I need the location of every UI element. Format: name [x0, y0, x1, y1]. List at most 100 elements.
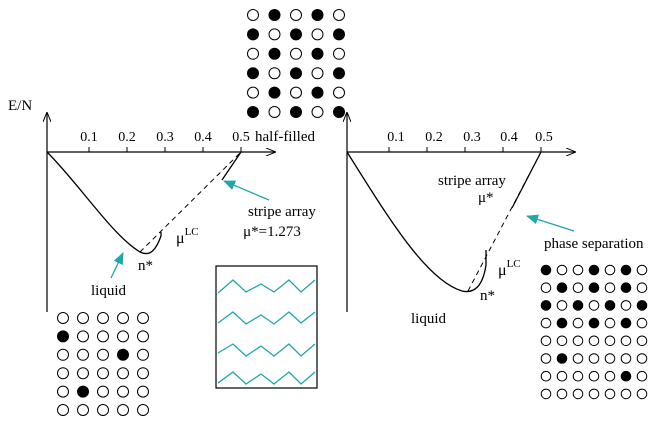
empty-site	[604, 264, 616, 276]
empty-site	[137, 367, 149, 380]
left-tick-label: 0.2	[118, 130, 136, 145]
empty-site	[572, 353, 584, 364]
empty-site	[604, 282, 616, 294]
empty-site	[572, 282, 584, 294]
occupied-site	[620, 282, 632, 294]
empty-site	[588, 300, 600, 311]
phase-separation-lattice	[540, 264, 648, 400]
left-n-star-label: n*	[138, 258, 153, 274]
empty-site	[97, 330, 109, 343]
empty-site	[604, 388, 616, 400]
empty-site	[57, 367, 69, 380]
right-tick-label: 0.3	[463, 130, 481, 145]
half-filled-checkerboard-lattice	[247, 9, 345, 118]
empty-site	[77, 367, 89, 380]
right-tick-label: 0.4	[500, 130, 518, 145]
occupied-site	[77, 385, 89, 398]
left-tick-label: 0.4	[194, 130, 212, 145]
left-tick-label: 0.1	[80, 130, 98, 145]
empty-site	[247, 9, 259, 21]
empty-site	[97, 385, 109, 398]
left-stripe-mu-label: μ*=1.273	[243, 224, 301, 240]
empty-site	[333, 9, 345, 21]
empty-site	[117, 404, 129, 416]
occupied-site	[311, 86, 324, 99]
left-stripe-segment	[221, 151, 242, 181]
occupied-site	[620, 317, 632, 329]
occupied-site	[311, 47, 324, 60]
empty-site	[268, 106, 281, 118]
empty-site	[137, 330, 149, 343]
empty-site	[604, 317, 616, 329]
empty-site	[117, 330, 129, 343]
empty-site	[77, 312, 89, 324]
occupied-site	[333, 106, 345, 118]
empty-site	[620, 300, 632, 311]
occupied-site	[268, 86, 281, 99]
empty-site	[311, 28, 324, 41]
empty-site	[556, 264, 568, 276]
empty-site	[636, 370, 648, 382]
empty-site	[333, 86, 345, 99]
right-stripe-segment	[511, 151, 542, 209]
occupied-site	[620, 370, 632, 382]
empty-site	[77, 330, 89, 343]
empty-site	[333, 47, 345, 60]
phase-separation-label: phase separation	[544, 236, 644, 252]
empty-site	[572, 317, 584, 329]
left-mu-lc-label: μLC	[176, 226, 199, 247]
empty-site	[636, 282, 648, 294]
empty-site	[540, 388, 552, 400]
right-tick-label: 0.5	[535, 130, 553, 145]
empty-site	[247, 86, 259, 99]
empty-site	[97, 367, 109, 380]
empty-site	[556, 335, 568, 347]
occupied-site	[117, 348, 129, 361]
stripe-array-pointer-arrow	[223, 180, 270, 201]
empty-site	[311, 67, 324, 80]
empty-site	[117, 367, 129, 380]
occupied-site	[572, 300, 584, 311]
right-tick-label: 0.2	[425, 130, 443, 145]
empty-site	[247, 47, 259, 60]
occupied-site	[290, 106, 302, 118]
empty-site	[57, 404, 69, 416]
empty-site	[268, 67, 281, 80]
right-liquid-label: liquid	[411, 311, 447, 327]
empty-site	[620, 353, 632, 364]
empty-site	[97, 312, 109, 324]
empty-site	[572, 264, 584, 276]
empty-site	[540, 370, 552, 382]
liquid-pointer-arrow	[110, 252, 124, 279]
left-y-axis-label: E/N	[8, 98, 32, 114]
occupied-site	[604, 300, 616, 311]
left-panel: E/N 0.1 0.2 0.3 0.4 0.5 half-filled n* μ…	[8, 98, 318, 389]
stripe-array-inset-box	[215, 265, 318, 389]
empty-site	[290, 86, 302, 99]
occupied-site	[268, 47, 281, 60]
left-stripe-array-label: stripe array	[248, 204, 316, 220]
empty-site	[588, 353, 600, 364]
occupied-site	[636, 300, 648, 311]
empty-site	[620, 335, 632, 347]
occupied-site	[540, 300, 552, 311]
right-mu-star-label: μ*	[478, 190, 494, 206]
empty-site	[137, 348, 149, 361]
occupied-site	[620, 264, 632, 276]
empty-site	[636, 335, 648, 347]
empty-site	[117, 312, 129, 324]
empty-site	[97, 404, 109, 416]
empty-site	[588, 370, 600, 382]
empty-site	[556, 370, 568, 382]
left-liquid-label: liquid	[91, 283, 127, 299]
occupied-site	[556, 317, 568, 329]
right-panel: 0.1 0.2 0.3 0.4 0.5 stripe array μ* phas…	[347, 113, 644, 327]
left-liquid-energy-curve	[46, 151, 162, 255]
occupied-site	[311, 9, 324, 21]
empty-site	[77, 404, 89, 416]
left-tick-label: 0.5	[232, 130, 250, 145]
empty-site	[311, 106, 324, 118]
empty-site	[540, 353, 552, 364]
liquid-lattice	[57, 312, 149, 416]
